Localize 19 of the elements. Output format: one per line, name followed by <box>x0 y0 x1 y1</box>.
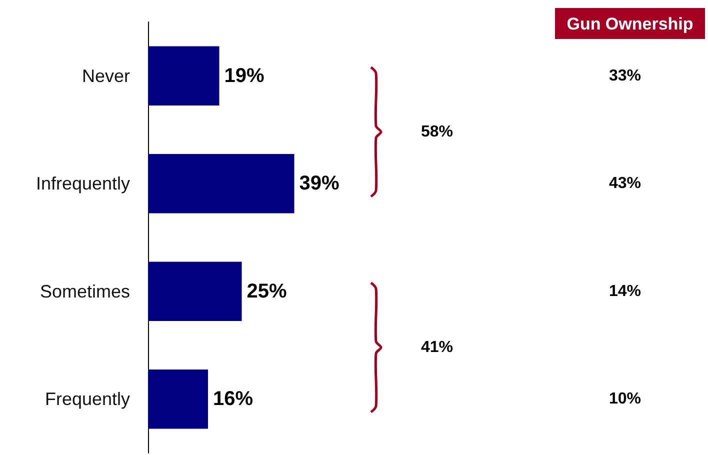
y-tick-label: Never <box>82 66 130 86</box>
bar <box>148 154 294 214</box>
text: Gun Ownership <box>566 14 694 34</box>
data-label: 25% <box>246 280 287 302</box>
bar <box>148 46 220 106</box>
text: 33% <box>608 67 642 84</box>
text: 10% <box>608 390 642 408</box>
text: 14% <box>608 282 642 300</box>
text: 41% <box>420 338 454 356</box>
bar <box>148 262 242 322</box>
data-label: 19% <box>224 64 264 87</box>
data-label: 16% <box>213 388 254 410</box>
text: 43% <box>608 175 642 192</box>
bar <box>148 369 208 429</box>
y-tick-label: Sometimes <box>40 281 130 302</box>
y-tick-label: Frequently <box>44 389 130 410</box>
text: 58% <box>420 123 454 140</box>
data-label: 39% <box>299 172 340 195</box>
y-tick-label: Infrequently <box>36 174 130 194</box>
